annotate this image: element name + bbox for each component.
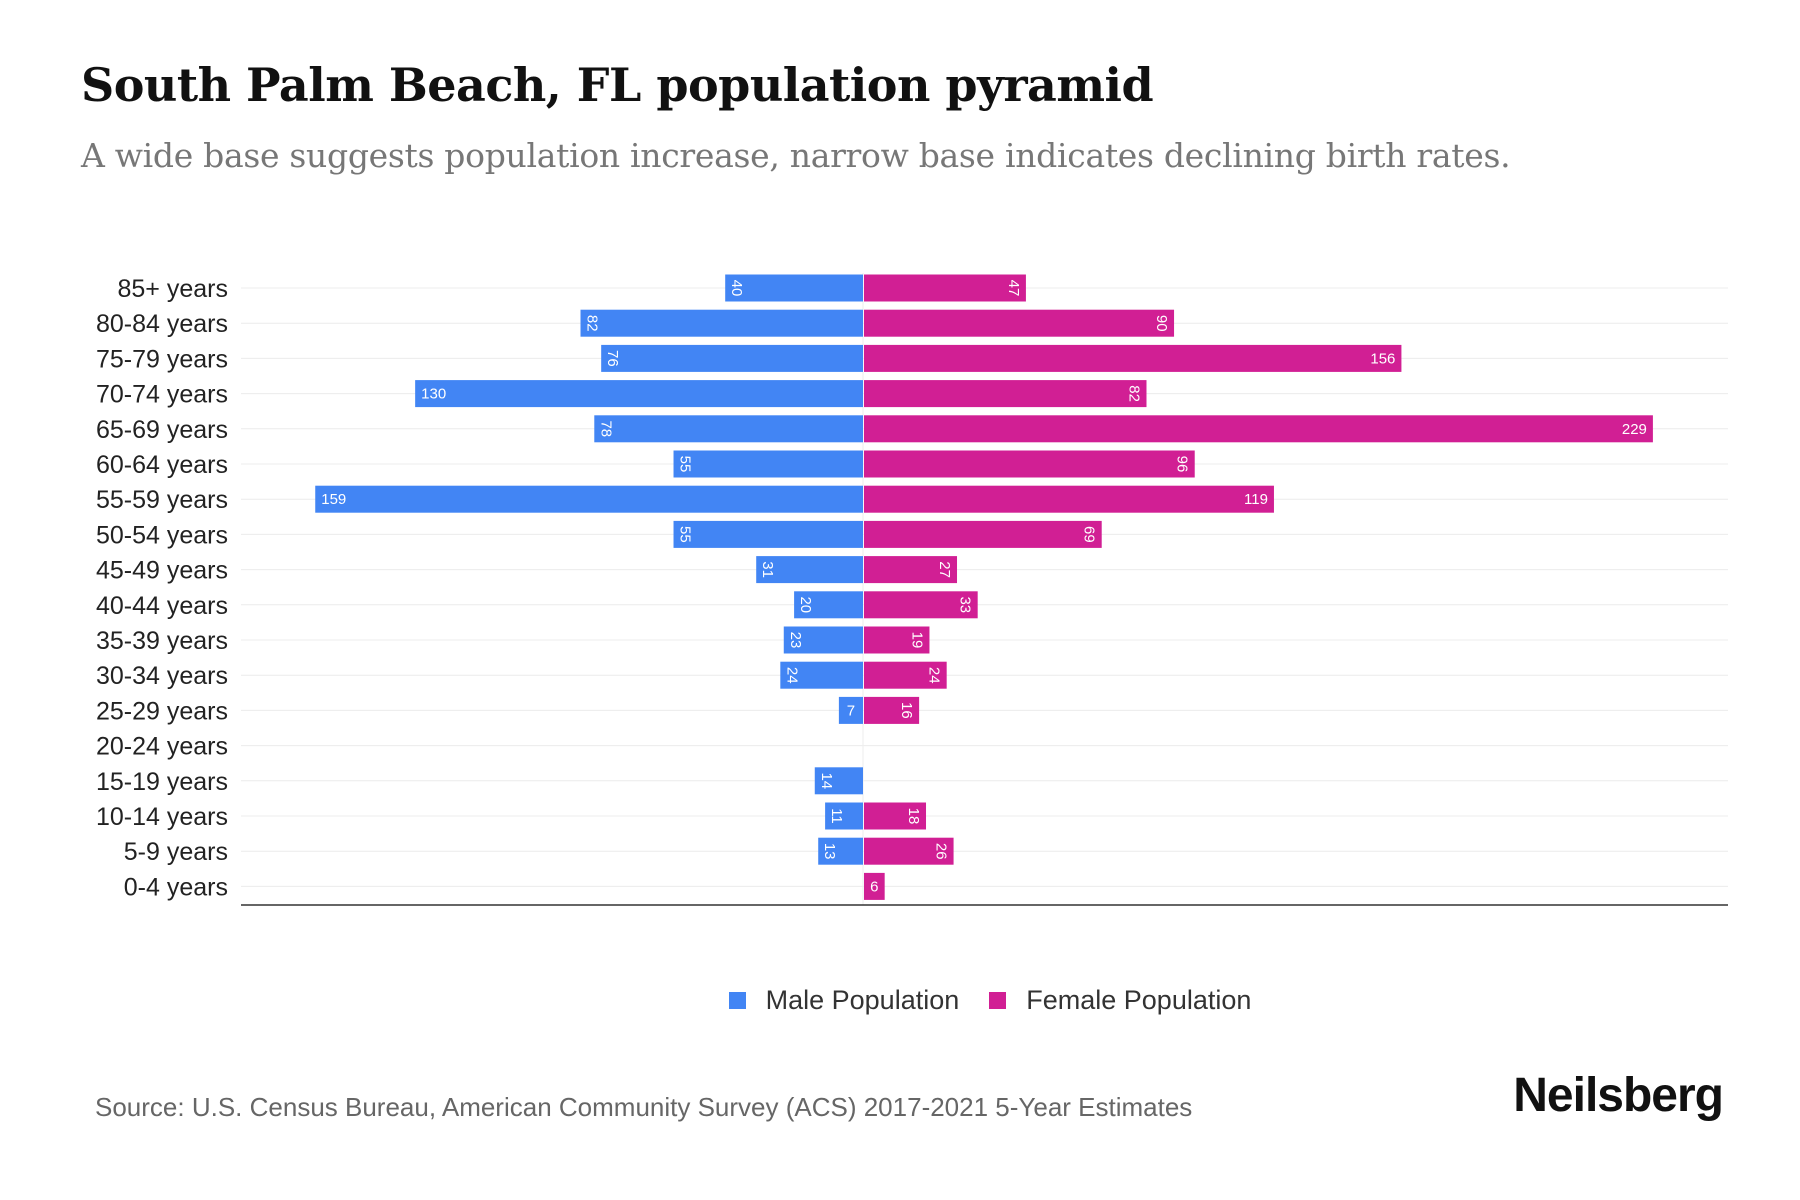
- category-label: 65-69 years: [96, 416, 228, 444]
- category-label: 0-4 years: [124, 873, 228, 901]
- data-label: 31: [759, 561, 776, 578]
- category-label: 60-64 years: [96, 451, 228, 479]
- chart-title: South Palm Beach, FL population pyramid: [81, 58, 1154, 112]
- female-bar[interactable]: [864, 344, 1402, 372]
- female-bar[interactable]: [864, 274, 1026, 302]
- category-label: 20-24 years: [96, 733, 228, 761]
- female-bar[interactable]: [864, 415, 1653, 443]
- category-label: 25-29 years: [96, 697, 228, 725]
- female-bar[interactable]: [864, 380, 1147, 408]
- legend-label-male: Male Population: [765, 985, 960, 1015]
- male-bar[interactable]: [594, 415, 863, 443]
- category-label: 5-9 years: [124, 838, 228, 866]
- female-bar[interactable]: [864, 802, 927, 830]
- female-bar[interactable]: [864, 309, 1175, 337]
- legend-swatch-female: [989, 992, 1007, 1009]
- data-label: 82: [1125, 385, 1142, 402]
- legend-item-male[interactable]: Male Population: [728, 985, 960, 1016]
- data-label: 16: [898, 702, 915, 719]
- neilsberg-logo: Neilsberg: [1513, 1069, 1724, 1122]
- data-label: 76: [604, 350, 621, 367]
- male-bar[interactable]: [838, 696, 863, 724]
- data-label: 130: [421, 386, 446, 403]
- male-bar[interactable]: [783, 626, 863, 654]
- data-label: 24: [926, 667, 943, 684]
- female-bar[interactable]: [864, 872, 885, 900]
- category-label: 30-34 years: [96, 662, 228, 690]
- male-bar[interactable]: [415, 380, 863, 408]
- data-label: 18: [905, 808, 922, 825]
- category-label: 55-59 years: [96, 486, 228, 514]
- male-bar[interactable]: [315, 485, 863, 513]
- data-label: 119: [1244, 491, 1268, 508]
- legend-swatch-male: [728, 992, 746, 1009]
- data-label: 14: [818, 772, 835, 789]
- data-label: 47: [1005, 280, 1022, 297]
- male-bar[interactable]: [756, 556, 863, 584]
- data-label: 90: [1153, 315, 1170, 332]
- category-label: 85+ years: [118, 275, 229, 303]
- female-bar[interactable]: [864, 520, 1102, 548]
- category-label: 15-19 years: [96, 768, 228, 796]
- category-label: 80-84 years: [96, 310, 228, 338]
- female-bar[interactable]: [864, 485, 1274, 513]
- data-label: 33: [957, 596, 974, 613]
- data-label: 159: [321, 491, 346, 508]
- data-label: 6: [870, 878, 878, 895]
- male-bar[interactable]: [601, 344, 863, 372]
- category-label: 70-74 years: [96, 381, 228, 409]
- category-label: 50-54 years: [96, 521, 228, 549]
- legend-label-female: Female Population: [1026, 985, 1252, 1015]
- category-label: 45-49 years: [96, 557, 228, 585]
- male-bar[interactable]: [580, 309, 863, 337]
- category-label: 40-44 years: [96, 592, 228, 620]
- female-bar[interactable]: [864, 450, 1195, 478]
- data-label: 24: [783, 667, 800, 684]
- data-label: 19: [908, 632, 925, 649]
- data-label: 20: [797, 596, 814, 613]
- category-label: 35-39 years: [96, 627, 228, 655]
- male-bar[interactable]: [673, 520, 863, 548]
- chart-subtitle: A wide base suggests population increase…: [81, 136, 1511, 175]
- data-label: 55: [677, 456, 694, 473]
- data-label: 11: [828, 808, 845, 824]
- data-label: 23: [787, 632, 804, 649]
- female-bar[interactable]: [864, 556, 958, 584]
- male-bar[interactable]: [825, 802, 863, 830]
- female-bar[interactable]: [864, 837, 954, 865]
- female-bar[interactable]: [864, 626, 930, 654]
- legend-item-female[interactable]: Female Population: [989, 985, 1251, 1016]
- data-label: 7: [847, 702, 855, 719]
- data-label: 96: [1174, 456, 1191, 473]
- data-label: 13: [821, 843, 838, 860]
- data-label: 55: [677, 526, 694, 543]
- data-label: 26: [933, 843, 950, 860]
- data-label: 27: [936, 561, 953, 578]
- male-bar[interactable]: [818, 837, 863, 865]
- male-bar[interactable]: [725, 274, 863, 302]
- female-bar[interactable]: [864, 591, 978, 619]
- legend: Male Population Female Population: [0, 985, 1800, 1016]
- male-bar[interactable]: [814, 767, 863, 795]
- male-bar[interactable]: [794, 591, 863, 619]
- male-bar[interactable]: [673, 450, 863, 478]
- data-label: 69: [1081, 526, 1098, 543]
- female-bar[interactable]: [864, 661, 947, 689]
- female-bar[interactable]: [864, 696, 920, 724]
- source-note: Source: U.S. Census Bureau, American Com…: [95, 1092, 1193, 1122]
- male-bar[interactable]: [780, 661, 863, 689]
- category-label: 75-79 years: [96, 345, 228, 373]
- data-label: 82: [584, 315, 601, 332]
- pyramid-chart: 85+ years 80-84 years 75-79 years 70-74 yea…: [96, 273, 1728, 906]
- category-label: 10-14 years: [96, 803, 228, 831]
- data-label: 40: [728, 280, 745, 297]
- data-label: 156: [1370, 350, 1395, 367]
- data-label: 229: [1622, 421, 1647, 438]
- data-label: 78: [597, 420, 614, 437]
